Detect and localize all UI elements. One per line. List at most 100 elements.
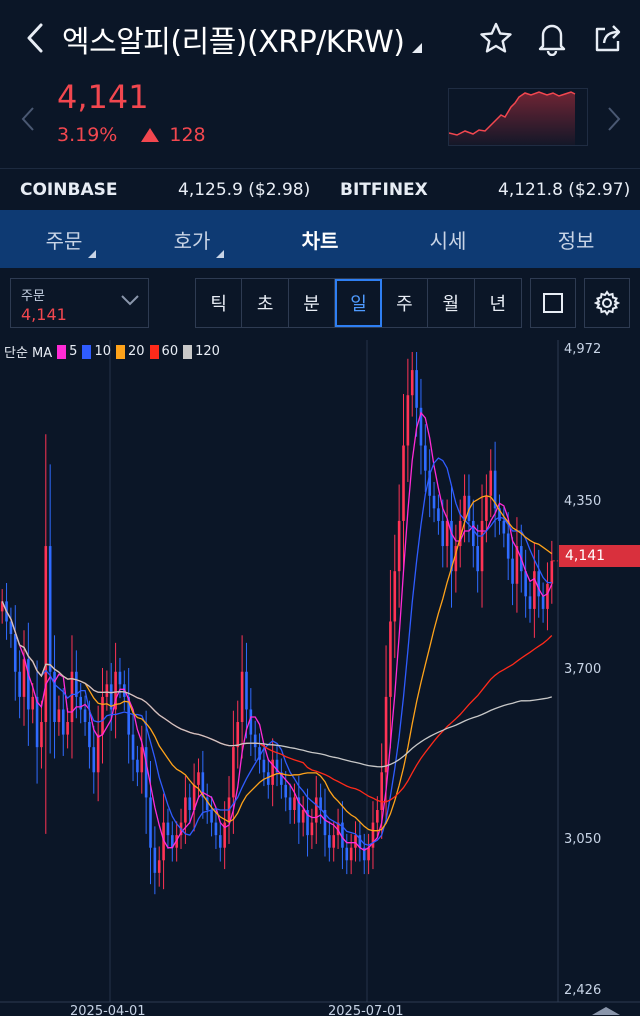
y-tick-label: 4,972 — [564, 342, 602, 357]
corner-icon — [88, 250, 96, 258]
candle — [240, 671, 244, 723]
candle — [166, 822, 170, 836]
corner-icon — [216, 250, 224, 258]
candle — [13, 634, 17, 672]
tab-chart[interactable]: 차트 — [256, 210, 384, 268]
candle — [415, 370, 418, 408]
candle — [27, 659, 30, 710]
candle — [550, 560, 554, 584]
candle — [533, 571, 536, 609]
candle — [349, 847, 353, 861]
candle — [437, 508, 440, 521]
tab-market[interactable]: 시세 — [384, 210, 512, 268]
tab-info[interactable]: 정보 — [512, 210, 640, 268]
candle — [293, 797, 296, 811]
candle — [275, 759, 279, 773]
period-minute[interactable]: 분 — [289, 279, 336, 327]
candle — [528, 596, 532, 609]
candle — [506, 533, 510, 559]
candle — [524, 571, 527, 597]
star-icon — [480, 22, 512, 53]
candle — [341, 822, 344, 848]
candle — [205, 797, 209, 811]
candle — [218, 835, 222, 848]
candle — [301, 810, 305, 823]
legend-prefix: 단순 MA — [4, 346, 53, 361]
candle — [297, 797, 301, 823]
candle — [53, 671, 56, 723]
period-second[interactable]: 초 — [242, 279, 289, 327]
symbol-selector[interactable]: 엑스알피(리플)(XRP/KRW) — [62, 18, 423, 60]
candlestick-chart[interactable] — [0, 340, 640, 1016]
candle — [197, 772, 200, 785]
period-year[interactable]: 년 — [489, 294, 507, 315]
y-tick-label: 4,350 — [564, 494, 602, 509]
scroll-handle-icon[interactable] — [588, 1004, 624, 1016]
period-month[interactable]: 월 — [428, 279, 475, 327]
coinbase-value: 4,125.9 ($2.98) — [178, 180, 311, 200]
candle — [127, 696, 130, 735]
candle — [511, 558, 514, 584]
candle — [48, 546, 52, 672]
candle — [406, 395, 410, 446]
ma5-swatch — [57, 344, 67, 359]
ma10-swatch — [82, 344, 92, 359]
candle — [389, 621, 392, 697]
next-symbol-button[interactable] — [604, 104, 624, 134]
period-tick[interactable]: 틱 — [196, 279, 243, 327]
candle — [140, 747, 144, 773]
period-day[interactable]: 일 — [335, 279, 382, 327]
candle — [83, 709, 87, 723]
change-percent: 3.19% — [57, 124, 118, 146]
settings-button[interactable] — [584, 278, 630, 328]
alert-button[interactable] — [533, 18, 571, 58]
tab-label: 시세 — [429, 228, 467, 253]
chart-type-button[interactable] — [530, 278, 576, 328]
ma20-swatch — [116, 344, 125, 359]
candle — [266, 772, 270, 785]
bitfinex-name: BITFINEX — [340, 180, 428, 200]
legend-ma10: 10 — [94, 344, 111, 359]
mini-price-chart — [448, 88, 588, 146]
candle — [105, 684, 109, 697]
share-icon — [595, 25, 621, 52]
period-week[interactable]: 주 — [382, 279, 429, 327]
candle — [445, 520, 449, 547]
tab-order[interactable]: 주문 — [0, 210, 128, 268]
candle — [192, 784, 196, 811]
tab-orderbook[interactable]: 호가 — [128, 210, 256, 268]
candle — [354, 835, 357, 848]
bitfinex-value: 4,121.8 ($2.97) — [498, 180, 631, 200]
price-change: 3.19% 128 — [57, 124, 206, 146]
candle — [376, 810, 379, 823]
order-select-value: 4,141 — [21, 305, 67, 324]
prev-symbol-button[interactable] — [18, 104, 38, 134]
candle — [131, 734, 135, 760]
price-chart[interactable]: 단순 MA 5 10 20 60 120 4,972 4,350 3,700 3… — [0, 340, 640, 1016]
candle — [9, 621, 13, 635]
bell-icon — [538, 24, 566, 56]
candle — [332, 835, 336, 848]
candle — [57, 709, 61, 723]
coinbase-name: COINBASE — [20, 180, 118, 200]
candle — [489, 470, 493, 496]
back-icon — [27, 23, 43, 53]
candle — [546, 583, 549, 609]
candle — [454, 546, 458, 572]
favorite-button[interactable] — [477, 18, 515, 58]
candle — [358, 835, 362, 848]
order-select[interactable]: 주문 4,141 — [10, 278, 149, 328]
back-button[interactable] — [18, 18, 52, 58]
gear-icon — [594, 290, 620, 316]
candle — [70, 671, 74, 723]
up-triangle-icon — [141, 128, 160, 142]
candle — [271, 759, 274, 785]
legend-ma60: 60 — [161, 344, 179, 359]
ma10-line — [1, 457, 552, 846]
share-button[interactable] — [589, 18, 627, 58]
candle — [402, 445, 405, 521]
candle — [170, 835, 174, 848]
candle — [157, 860, 161, 873]
candle — [319, 797, 322, 811]
